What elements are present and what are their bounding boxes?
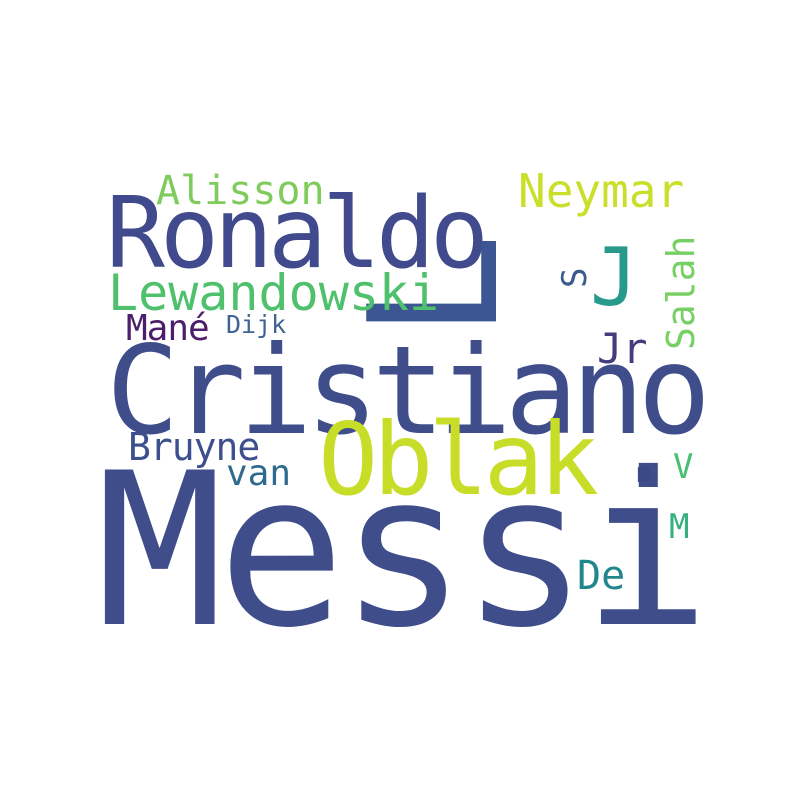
word-s: S	[555, 267, 595, 288]
word-mane: Mané	[126, 308, 210, 349]
word-dijk: Dijk	[226, 310, 287, 339]
word-jr: Jr	[597, 324, 648, 373]
word-lewandowski: Lewandowski	[108, 264, 440, 322]
word-v: V	[673, 447, 694, 487]
word-neymar: Neymar	[518, 164, 685, 218]
word-m: M	[669, 507, 690, 547]
word-cristiano: Cristiano	[106, 320, 711, 462]
word-de: De	[577, 553, 626, 599]
word-oblak: Oblak	[318, 401, 599, 518]
word-van: van	[226, 453, 292, 494]
word-j: J	[590, 231, 639, 324]
word-salah: Salah	[659, 235, 703, 350]
word-alisson: Alisson	[156, 168, 325, 214]
word-messi: Messi	[96, 427, 710, 674]
word-dot: .	[614, 389, 675, 506]
word-bruyne: Bruyne	[128, 425, 260, 469]
word-ronaldo: Ronaldo	[106, 177, 489, 291]
